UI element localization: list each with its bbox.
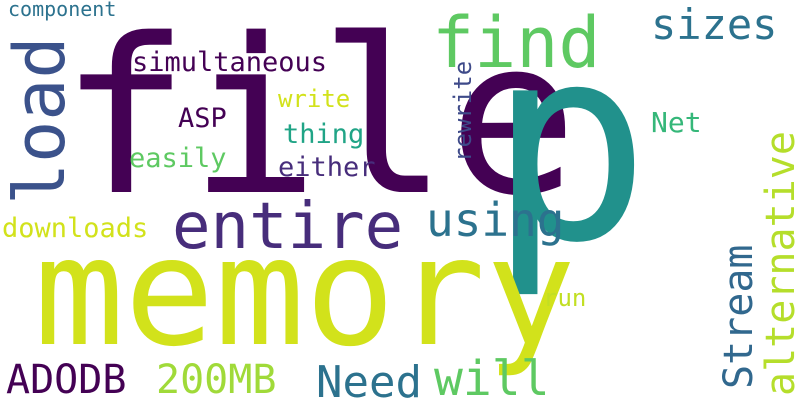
word-p: p bbox=[488, 0, 651, 302]
word-sizes: sizes bbox=[651, 0, 777, 49]
word-need: Need bbox=[316, 357, 422, 400]
word-memory: memory bbox=[34, 206, 576, 380]
word-using: using bbox=[426, 193, 564, 247]
word-find: find bbox=[432, 2, 601, 84]
word-asp: ASP bbox=[178, 103, 227, 134]
word-adodb: ADODB bbox=[6, 357, 126, 400]
word-either: either bbox=[278, 152, 376, 183]
word-stream: Stream bbox=[716, 245, 762, 390]
word-will: will bbox=[434, 351, 550, 400]
word-net: Net bbox=[651, 106, 702, 139]
word-simultaneous: simultaneous bbox=[132, 47, 327, 78]
word-200mb: 200MB bbox=[156, 357, 276, 400]
word-file: file bbox=[60, 0, 578, 243]
word-downloads: downloads bbox=[2, 213, 148, 244]
word-thing: thing bbox=[283, 119, 364, 150]
word-easily: easily bbox=[129, 143, 227, 174]
word-component: component bbox=[8, 0, 116, 21]
word-alternative: alternative bbox=[758, 131, 800, 396]
word-load: load bbox=[0, 36, 81, 205]
word-entire: entire bbox=[172, 190, 403, 264]
word-run: run bbox=[543, 284, 586, 312]
word-write: write bbox=[278, 85, 350, 113]
word-rewrite: rewrite bbox=[449, 61, 477, 162]
